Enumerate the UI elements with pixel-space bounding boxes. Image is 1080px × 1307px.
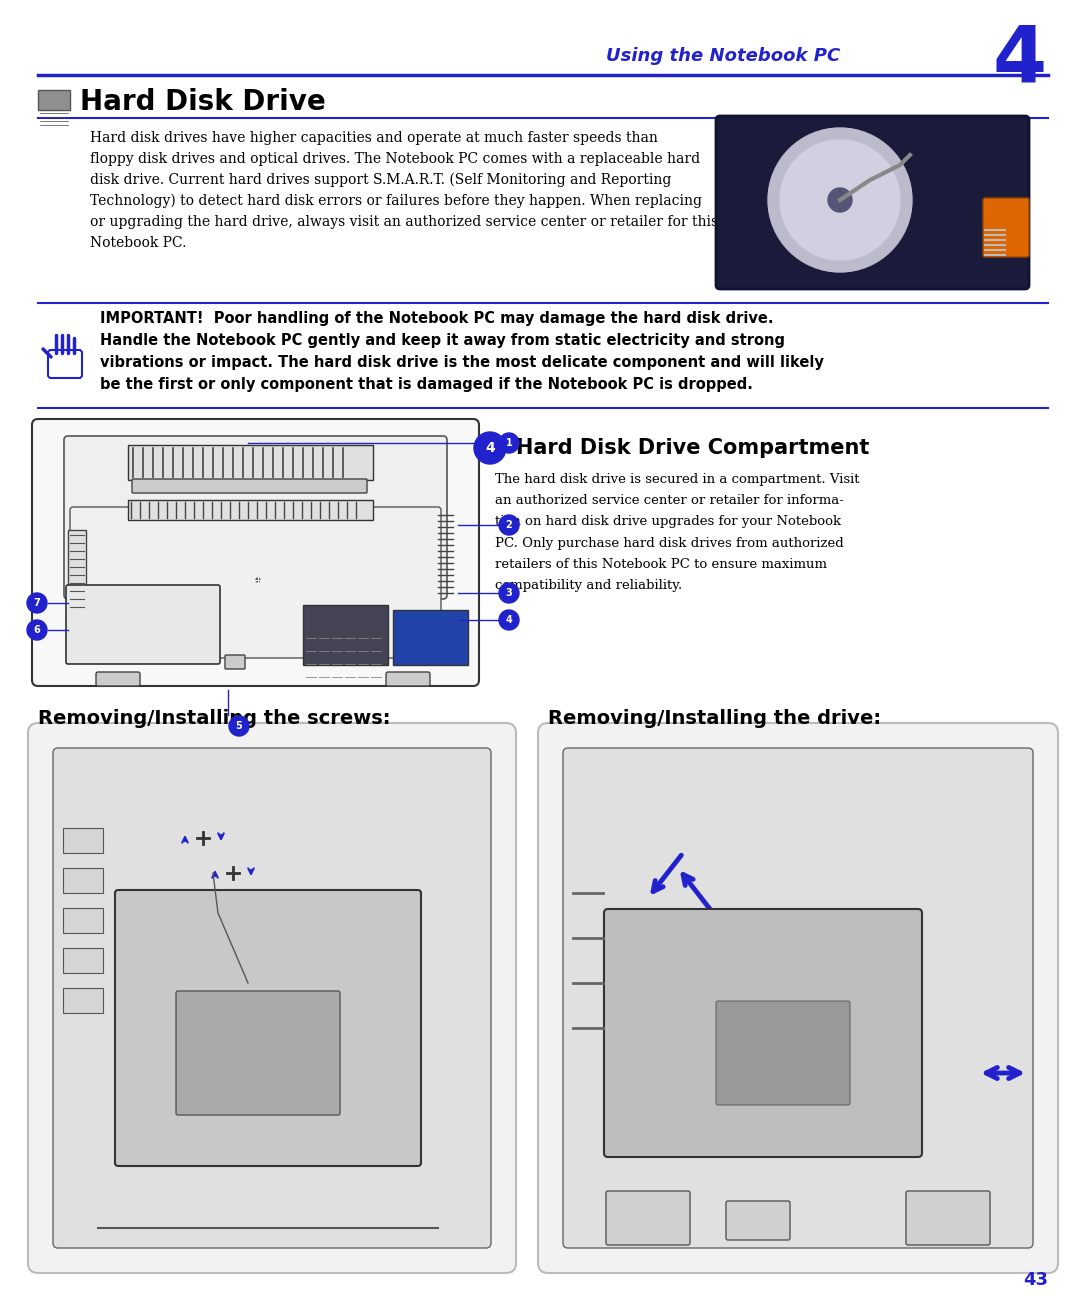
- Text: 5: 5: [235, 721, 242, 731]
- Circle shape: [27, 593, 48, 613]
- Circle shape: [256, 578, 260, 582]
- Text: 4: 4: [485, 440, 495, 455]
- FancyBboxPatch shape: [386, 672, 430, 686]
- Text: Hard Disk Drive: Hard Disk Drive: [80, 88, 326, 116]
- Text: Hard disk drives have higher capacities and operate at much faster speeds than: Hard disk drives have higher capacities …: [90, 131, 658, 145]
- Text: be the first or only component that is damaged if the Notebook PC is dropped.: be the first or only component that is d…: [100, 376, 753, 392]
- FancyBboxPatch shape: [63, 908, 103, 933]
- Text: retailers of this Notebook PC to ensure maximum: retailers of this Notebook PC to ensure …: [495, 558, 827, 570]
- Text: 3: 3: [505, 588, 512, 599]
- Text: 2: 2: [505, 520, 512, 531]
- FancyBboxPatch shape: [63, 868, 103, 893]
- Circle shape: [499, 433, 519, 454]
- Text: 6: 6: [33, 625, 40, 635]
- FancyBboxPatch shape: [70, 507, 441, 657]
- FancyBboxPatch shape: [66, 586, 220, 664]
- Circle shape: [499, 610, 519, 630]
- FancyBboxPatch shape: [303, 605, 388, 665]
- Text: compatibility and reliability.: compatibility and reliability.: [495, 579, 683, 592]
- Text: IMPORTANT!  Poor handling of the Notebook PC may damage the hard disk drive.: IMPORTANT! Poor handling of the Notebook…: [100, 311, 773, 325]
- FancyBboxPatch shape: [68, 531, 86, 616]
- Text: Notebook PC.: Notebook PC.: [90, 237, 187, 250]
- Circle shape: [27, 620, 48, 640]
- FancyBboxPatch shape: [129, 444, 373, 480]
- Text: 4: 4: [505, 616, 512, 625]
- Text: Handle the Notebook PC gently and keep it away from static electricity and stron: Handle the Notebook PC gently and keep i…: [100, 332, 785, 348]
- FancyBboxPatch shape: [114, 890, 421, 1166]
- FancyBboxPatch shape: [64, 437, 447, 599]
- FancyBboxPatch shape: [28, 723, 516, 1273]
- FancyBboxPatch shape: [225, 655, 245, 669]
- Circle shape: [768, 128, 912, 272]
- Circle shape: [499, 515, 519, 535]
- Text: 4: 4: [993, 22, 1048, 98]
- Text: The hard disk drive is secured in a compartment. Visit: The hard disk drive is secured in a comp…: [495, 473, 860, 486]
- FancyBboxPatch shape: [38, 90, 70, 110]
- FancyBboxPatch shape: [132, 478, 367, 493]
- Text: Hard Disk Drive Compartment: Hard Disk Drive Compartment: [516, 438, 869, 457]
- Text: Using the Notebook PC: Using the Notebook PC: [606, 47, 840, 65]
- FancyBboxPatch shape: [538, 723, 1058, 1273]
- FancyBboxPatch shape: [716, 116, 1029, 289]
- FancyBboxPatch shape: [53, 748, 491, 1248]
- FancyBboxPatch shape: [63, 829, 103, 853]
- Circle shape: [499, 583, 519, 603]
- FancyBboxPatch shape: [393, 610, 468, 665]
- FancyBboxPatch shape: [604, 908, 922, 1157]
- Text: 43: 43: [1023, 1270, 1048, 1289]
- FancyBboxPatch shape: [63, 948, 103, 972]
- Text: vibrations or impact. The hard disk drive is the most delicate component and wil: vibrations or impact. The hard disk driv…: [100, 354, 824, 370]
- Text: 1: 1: [505, 438, 512, 448]
- FancyBboxPatch shape: [96, 672, 140, 686]
- FancyBboxPatch shape: [716, 1001, 850, 1104]
- FancyBboxPatch shape: [983, 197, 1029, 257]
- Text: Removing/Installing the drive:: Removing/Installing the drive:: [548, 708, 881, 728]
- FancyBboxPatch shape: [129, 501, 373, 520]
- Text: PC. Only purchase hard disk drives from authorized: PC. Only purchase hard disk drives from …: [495, 536, 843, 549]
- FancyBboxPatch shape: [32, 420, 480, 686]
- FancyBboxPatch shape: [606, 1191, 690, 1246]
- Text: 7: 7: [33, 599, 40, 608]
- Circle shape: [474, 433, 507, 464]
- Text: tion on hard disk drive upgrades for your Notebook: tion on hard disk drive upgrades for you…: [495, 515, 841, 528]
- Text: disk drive. Current hard drives support S.M.A.R.T. (Self Monitoring and Reportin: disk drive. Current hard drives support …: [90, 173, 672, 187]
- FancyBboxPatch shape: [176, 991, 340, 1115]
- Circle shape: [780, 140, 900, 260]
- Text: Technology) to detect hard disk errors or failures before they happen. When repl: Technology) to detect hard disk errors o…: [90, 193, 702, 208]
- Text: or upgrading the hard drive, always visit an authorized service center or retail: or upgrading the hard drive, always visi…: [90, 214, 718, 229]
- Circle shape: [229, 716, 249, 736]
- FancyBboxPatch shape: [726, 1201, 789, 1240]
- Text: Removing/Installing the screws:: Removing/Installing the screws:: [38, 708, 391, 728]
- FancyBboxPatch shape: [906, 1191, 990, 1246]
- FancyBboxPatch shape: [63, 988, 103, 1013]
- Text: floppy disk drives and optical drives. The Notebook PC comes with a replaceable : floppy disk drives and optical drives. T…: [90, 152, 700, 166]
- Circle shape: [828, 188, 852, 212]
- FancyBboxPatch shape: [563, 748, 1032, 1248]
- Text: an authorized service center or retailer for informa-: an authorized service center or retailer…: [495, 494, 843, 507]
